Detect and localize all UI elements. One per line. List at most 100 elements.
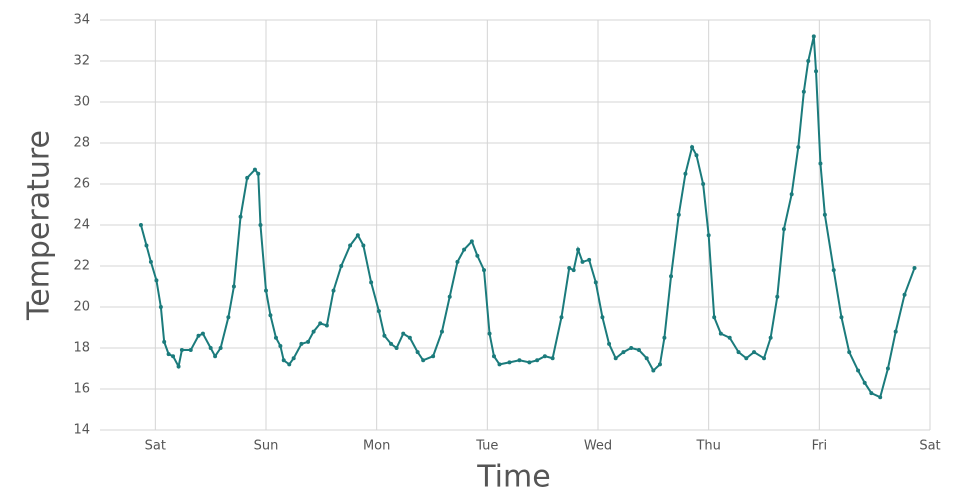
point [238,214,243,219]
point [775,294,780,299]
point [535,358,540,363]
point [264,288,268,293]
point [762,356,766,361]
point [818,161,823,166]
y-tick-label: 16 [73,382,90,397]
point [701,182,706,186]
y-tick-label: 22 [73,259,90,274]
point [559,315,564,320]
point [487,331,492,336]
point [158,305,163,309]
point [278,343,283,348]
point [318,321,323,326]
point [862,380,867,385]
point [662,335,667,340]
point [636,348,641,353]
point [542,354,547,359]
point [768,335,773,340]
point [179,348,184,353]
point [580,259,585,264]
point [567,266,572,271]
point [421,358,426,363]
point [306,339,311,344]
point [885,366,890,371]
point [878,395,883,400]
point [644,356,649,361]
x-tick-label: Tue [475,439,498,454]
point [252,167,257,172]
point [690,145,695,150]
point [258,223,263,227]
point [571,268,576,273]
x-tick-label: Mon [363,439,390,454]
x-tick-label: Fri [812,439,828,454]
y-tick-label: 20 [73,300,90,315]
point [339,264,344,268]
point [331,288,336,293]
point [144,243,149,248]
point [401,331,406,336]
point [291,356,296,361]
point [736,350,741,355]
point [469,239,474,244]
x-tick-label: Sun [254,439,279,454]
y-tick-label: 24 [73,218,90,233]
y-tick-label: 30 [73,95,90,110]
point [593,280,598,285]
point [847,350,852,355]
point [447,294,452,299]
point [213,354,218,359]
point [162,339,167,344]
point [268,313,273,318]
point [154,278,159,283]
point [507,360,512,365]
point [550,356,555,361]
y-tick-label: 18 [73,341,90,356]
point [676,212,681,217]
point [683,171,688,176]
point [613,356,618,361]
point [148,259,153,264]
point [171,354,176,359]
point [669,274,674,279]
point [694,153,699,158]
point [176,364,181,369]
point [200,331,205,336]
point [394,346,399,350]
point [781,227,786,232]
x-tick-label: Wed [584,439,612,454]
x-axis-title: Time [476,460,550,495]
point [893,329,898,334]
x-tick-label: Sat [919,439,940,454]
point [527,360,532,365]
point [607,341,612,346]
point [801,89,806,94]
point [718,331,723,336]
x-tick-label: Thu [695,439,720,454]
point [287,362,292,367]
point [218,346,223,350]
point [752,350,757,355]
point [407,335,412,340]
point [138,223,143,227]
point [455,259,460,264]
point [587,257,592,262]
y-axis-title: Temperature [22,130,57,321]
point [912,266,917,271]
point [299,341,304,346]
point [629,346,634,350]
point [517,358,522,363]
point [497,362,502,367]
point [651,368,656,373]
point [789,192,794,197]
point [256,171,261,176]
point [166,352,171,357]
point [902,292,907,297]
point [839,315,844,320]
point [706,233,711,238]
point [324,323,329,328]
point [226,315,231,320]
x-tick-label: Sat [145,439,166,454]
point [491,354,496,359]
